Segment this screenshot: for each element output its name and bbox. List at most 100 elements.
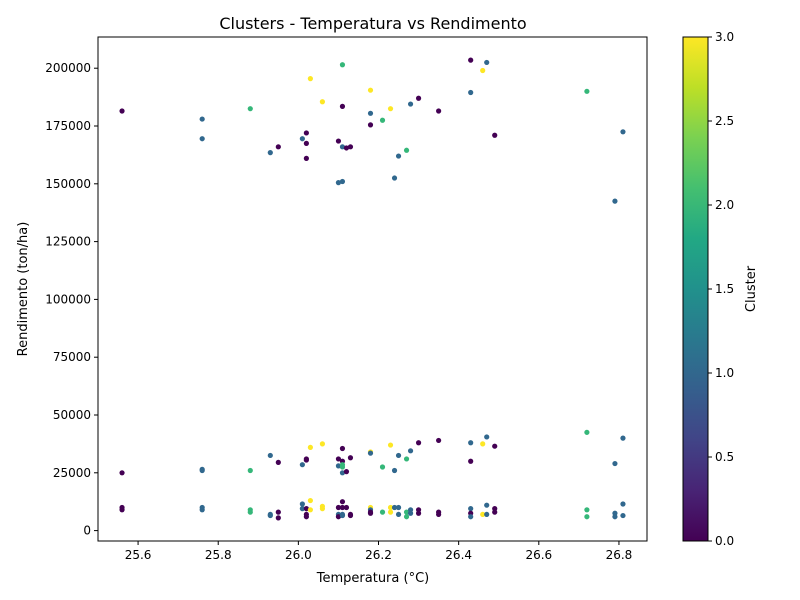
colorbar-tick-label: 2.5 <box>715 114 734 128</box>
data-point <box>320 99 325 104</box>
y-axis-label: Rendimento (ton/ha) <box>16 222 31 357</box>
data-point <box>620 129 625 134</box>
data-point <box>304 457 309 462</box>
data-point <box>248 106 253 111</box>
y-tick-label: 150000 <box>45 177 91 191</box>
data-point <box>492 133 497 138</box>
y-tick-label: 50000 <box>53 408 91 422</box>
data-point <box>276 144 281 149</box>
data-point <box>484 503 489 508</box>
data-point <box>276 515 281 520</box>
data-point <box>380 464 385 469</box>
data-point <box>320 441 325 446</box>
x-axis-label: Temperatura (°C) <box>316 571 429 586</box>
data-point <box>300 462 305 467</box>
data-point <box>276 460 281 465</box>
data-point <box>340 446 345 451</box>
data-point <box>480 68 485 73</box>
colorbar-tick-label: 1.0 <box>715 366 734 380</box>
data-point <box>468 90 473 95</box>
x-tick-label: 26.8 <box>606 548 633 562</box>
data-point <box>480 441 485 446</box>
data-point <box>436 108 441 113</box>
x-tick-label: 26.4 <box>445 548 472 562</box>
data-point <box>396 505 401 510</box>
data-point <box>200 116 205 121</box>
data-point <box>584 430 589 435</box>
data-point <box>340 513 345 518</box>
y-tick-label: 200000 <box>45 61 91 75</box>
data-point <box>200 136 205 141</box>
y-tick-label: 175000 <box>45 119 91 133</box>
data-point <box>268 453 273 458</box>
colorbar-tick-label: 2.0 <box>715 198 734 212</box>
colorbar-tick-label: 3.0 <box>715 30 734 44</box>
data-point <box>119 507 124 512</box>
y-tick-label: 100000 <box>45 292 91 306</box>
colorbar-label: Cluster <box>744 265 759 312</box>
data-point <box>392 468 397 473</box>
x-tick-label: 26.6 <box>525 548 552 562</box>
data-point <box>368 511 373 516</box>
data-point <box>468 440 473 445</box>
data-point <box>392 175 397 180</box>
data-point <box>340 464 345 469</box>
data-point <box>396 153 401 158</box>
data-point <box>620 501 625 506</box>
data-point <box>119 108 124 113</box>
y-axis: 0 25000 50000 75000 100000 125000 150000 175000… <box>45 61 98 537</box>
data-point <box>336 138 341 143</box>
data-point <box>388 509 393 514</box>
data-point <box>340 499 345 504</box>
colorbar-tick-label: 0.5 <box>715 450 734 464</box>
colorbar-tick-label: 0.0 <box>715 534 734 548</box>
data-point <box>584 514 589 519</box>
data-point <box>368 451 373 456</box>
data-point <box>612 199 617 204</box>
data-point <box>492 444 497 449</box>
data-point <box>484 434 489 439</box>
data-point <box>320 506 325 511</box>
data-point <box>416 511 421 516</box>
data-point <box>484 512 489 517</box>
data-point <box>408 511 413 516</box>
data-point <box>380 118 385 123</box>
data-point <box>340 179 345 184</box>
data-point <box>200 468 205 473</box>
data-point <box>396 512 401 517</box>
data-point <box>468 506 473 511</box>
data-point <box>248 509 253 514</box>
data-point <box>308 498 313 503</box>
data-point <box>388 442 393 447</box>
x-tick-label: 26.2 <box>365 548 392 562</box>
data-point <box>404 514 409 519</box>
data-point <box>612 514 617 519</box>
data-point <box>340 62 345 67</box>
data-point <box>276 509 281 514</box>
data-point <box>468 514 473 519</box>
x-tick-label: 25.8 <box>205 548 232 562</box>
data-point <box>380 509 385 514</box>
x-tick-label: 26.0 <box>285 548 312 562</box>
data-point <box>436 438 441 443</box>
data-point <box>408 448 413 453</box>
data-point <box>340 104 345 109</box>
data-point <box>396 453 401 458</box>
data-point <box>344 505 349 510</box>
data-point <box>368 88 373 93</box>
points-layer <box>119 58 625 521</box>
y-tick-label: 25000 <box>53 466 91 480</box>
data-point <box>248 468 253 473</box>
data-point <box>304 141 309 146</box>
data-point <box>119 470 124 475</box>
data-point <box>404 148 409 153</box>
data-point <box>368 111 373 116</box>
data-point <box>484 60 489 65</box>
x-axis: 25.6 25.8 26.0 26.2 26.4 26.6 26.8 <box>125 541 633 562</box>
colorbar <box>683 37 708 541</box>
data-point <box>348 455 353 460</box>
data-point <box>416 440 421 445</box>
data-point <box>416 96 421 101</box>
x-tick-label: 25.6 <box>125 548 152 562</box>
